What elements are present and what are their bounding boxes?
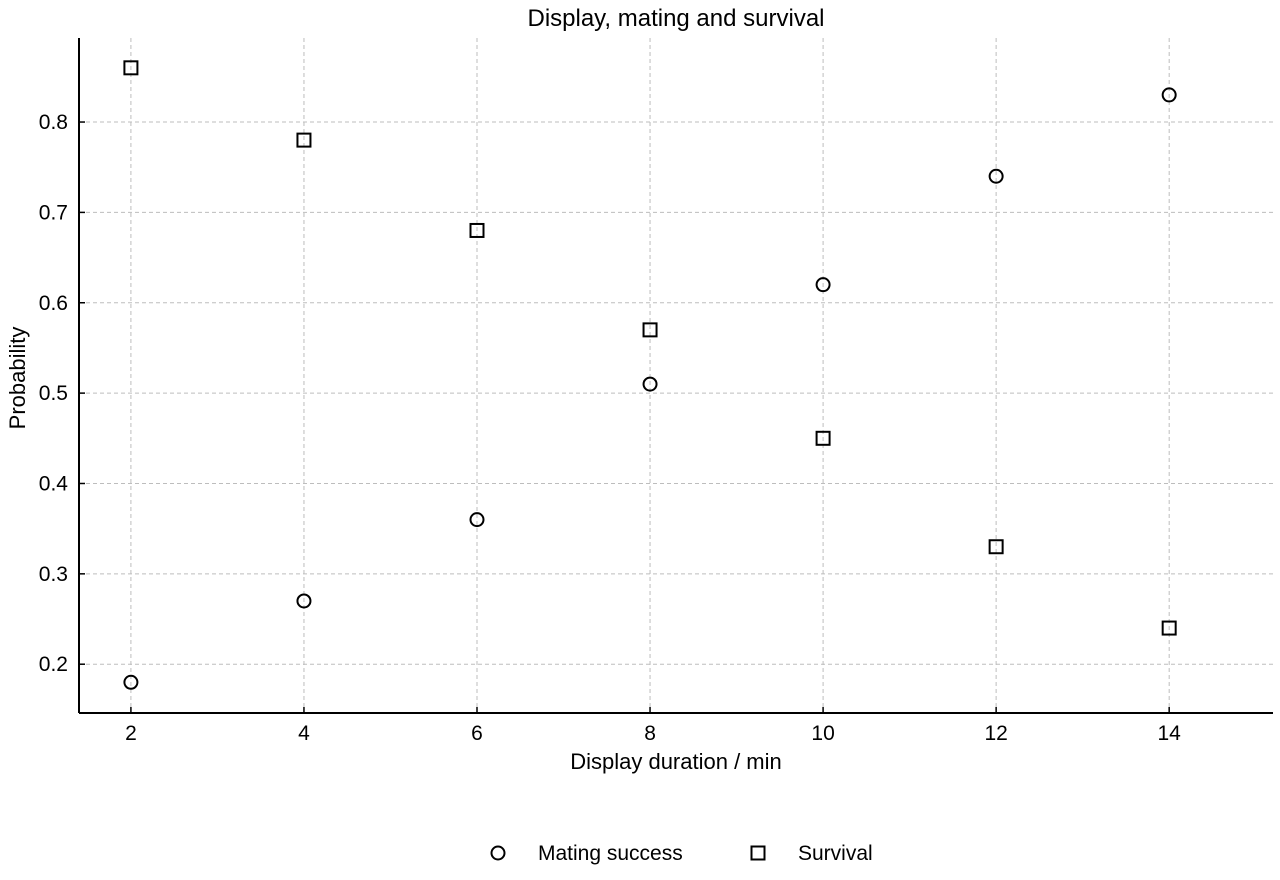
legend-entry: Survival <box>750 842 873 865</box>
grid-lines <box>79 38 1273 713</box>
x-tick-label: 12 <box>984 722 1007 745</box>
y-tick-label: 0.3 <box>39 563 68 586</box>
y-tick-label: 0.6 <box>39 292 68 315</box>
survival-point <box>296 132 312 148</box>
survival-point <box>123 60 139 76</box>
mating-success-point <box>642 376 658 392</box>
x-tick-label: 6 <box>471 722 483 745</box>
legend-entry: Mating success <box>490 842 683 865</box>
survival-point <box>988 539 1004 555</box>
x-tick-label: 14 <box>1157 722 1181 745</box>
x-tick-label: 8 <box>644 722 656 745</box>
y-tick-label: 0.2 <box>39 653 68 676</box>
mating-success-point <box>296 593 312 609</box>
axes <box>78 38 1273 714</box>
x-tick-label: 10 <box>811 722 834 745</box>
x-tick-label: 4 <box>298 722 310 745</box>
legend-square-marker <box>750 845 766 861</box>
x-axis-label: Display duration / min <box>570 749 782 774</box>
y-tick-label: 0.7 <box>39 201 68 224</box>
legend-circle-marker <box>490 845 506 861</box>
y-tick-label: 0.4 <box>39 472 69 495</box>
data-points <box>123 60 1177 690</box>
mating-success-point <box>988 168 1004 184</box>
x-tick-label: 2 <box>125 722 137 745</box>
legend-label: Mating success <box>538 842 683 865</box>
tick-labels: 2 4 6 8 10 12 14 0.2 0.3 0.4 0.5 0.6 0.7 0.8 <box>39 111 1181 745</box>
mating-success-point <box>123 674 139 690</box>
mating-success-point <box>815 277 831 293</box>
survival-point <box>642 322 658 338</box>
survival-point <box>469 222 485 238</box>
legend: Mating success Survival <box>490 842 873 865</box>
survival-point <box>815 430 831 446</box>
y-tick-label: 0.8 <box>39 111 68 134</box>
mating-success-point <box>469 512 485 528</box>
y-axis-label: Probability <box>5 327 30 430</box>
y-tick-label: 0.5 <box>39 382 68 405</box>
survival-point <box>1161 620 1177 636</box>
legend-label: Survival <box>798 842 873 865</box>
mating-success-point <box>1161 87 1177 103</box>
chart-title: Display, mating and survival <box>527 5 824 32</box>
